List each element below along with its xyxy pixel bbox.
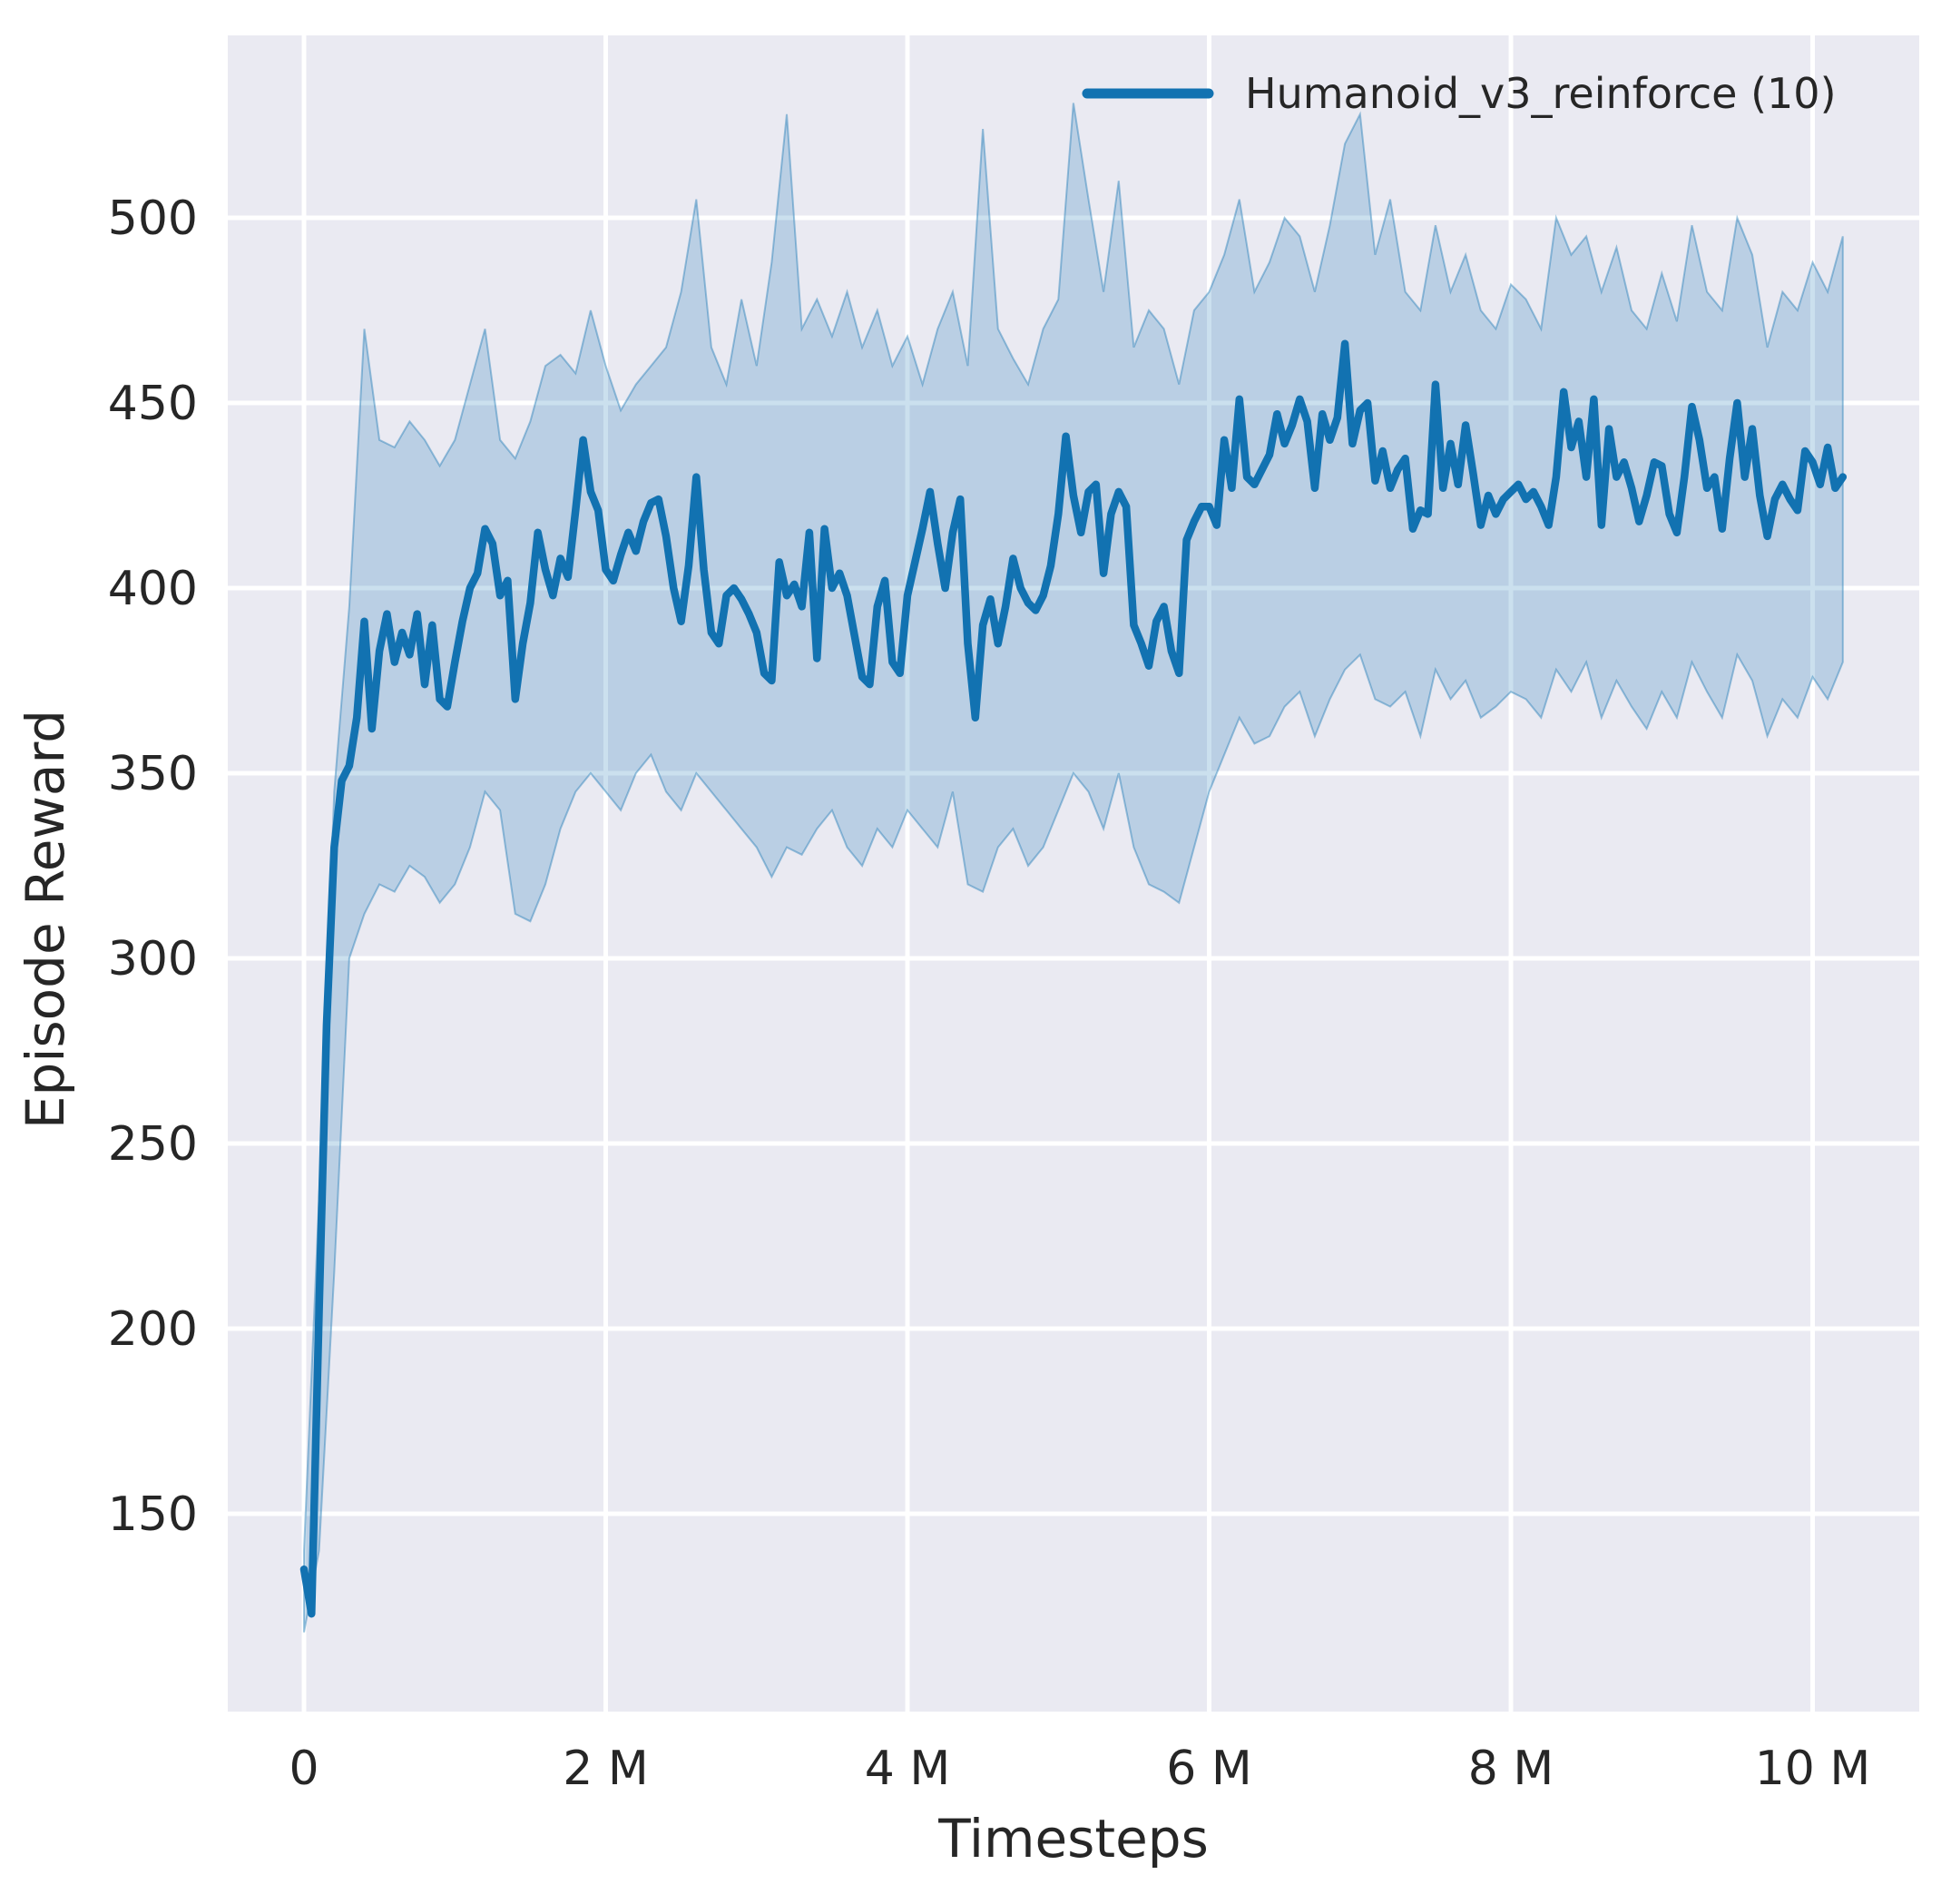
legend: Humanoid_v3_reinforce (10) xyxy=(1082,69,1837,118)
y-axis-label: Episode Reward xyxy=(15,710,76,1129)
tick-label: 450 xyxy=(108,377,198,431)
y-axis-tick-labels: 150 200 250 300 350 400 450 500 xyxy=(108,191,198,1542)
tick-label: 10 M xyxy=(1755,1742,1871,1796)
tick-label: 4 M xyxy=(865,1742,950,1796)
plot-background xyxy=(228,35,1919,1712)
tick-label: 300 xyxy=(108,932,198,986)
gridlines xyxy=(228,35,1919,1712)
data-layer xyxy=(299,103,1848,1633)
tick-label: 2 M xyxy=(563,1742,648,1796)
tick-label: 8 M xyxy=(1468,1742,1554,1796)
tick-label: 250 xyxy=(108,1117,198,1172)
tick-label: 0 xyxy=(289,1742,319,1796)
legend-label: Humanoid_v3_reinforce (10) xyxy=(1245,69,1837,118)
x-axis-tick-labels: 0 2 M 4 M 6 M 8 M 10 M xyxy=(289,1742,1870,1796)
x-axis-label: Timesteps xyxy=(937,1808,1209,1870)
tick-label: 6 M xyxy=(1166,1742,1251,1796)
mean-reward-line xyxy=(299,339,1848,1618)
tick-label: 500 xyxy=(108,191,198,246)
tick-label: 400 xyxy=(108,562,198,616)
tick-label: 150 xyxy=(108,1487,198,1542)
tick-label: 200 xyxy=(108,1302,198,1357)
tick-label: 350 xyxy=(108,747,198,801)
